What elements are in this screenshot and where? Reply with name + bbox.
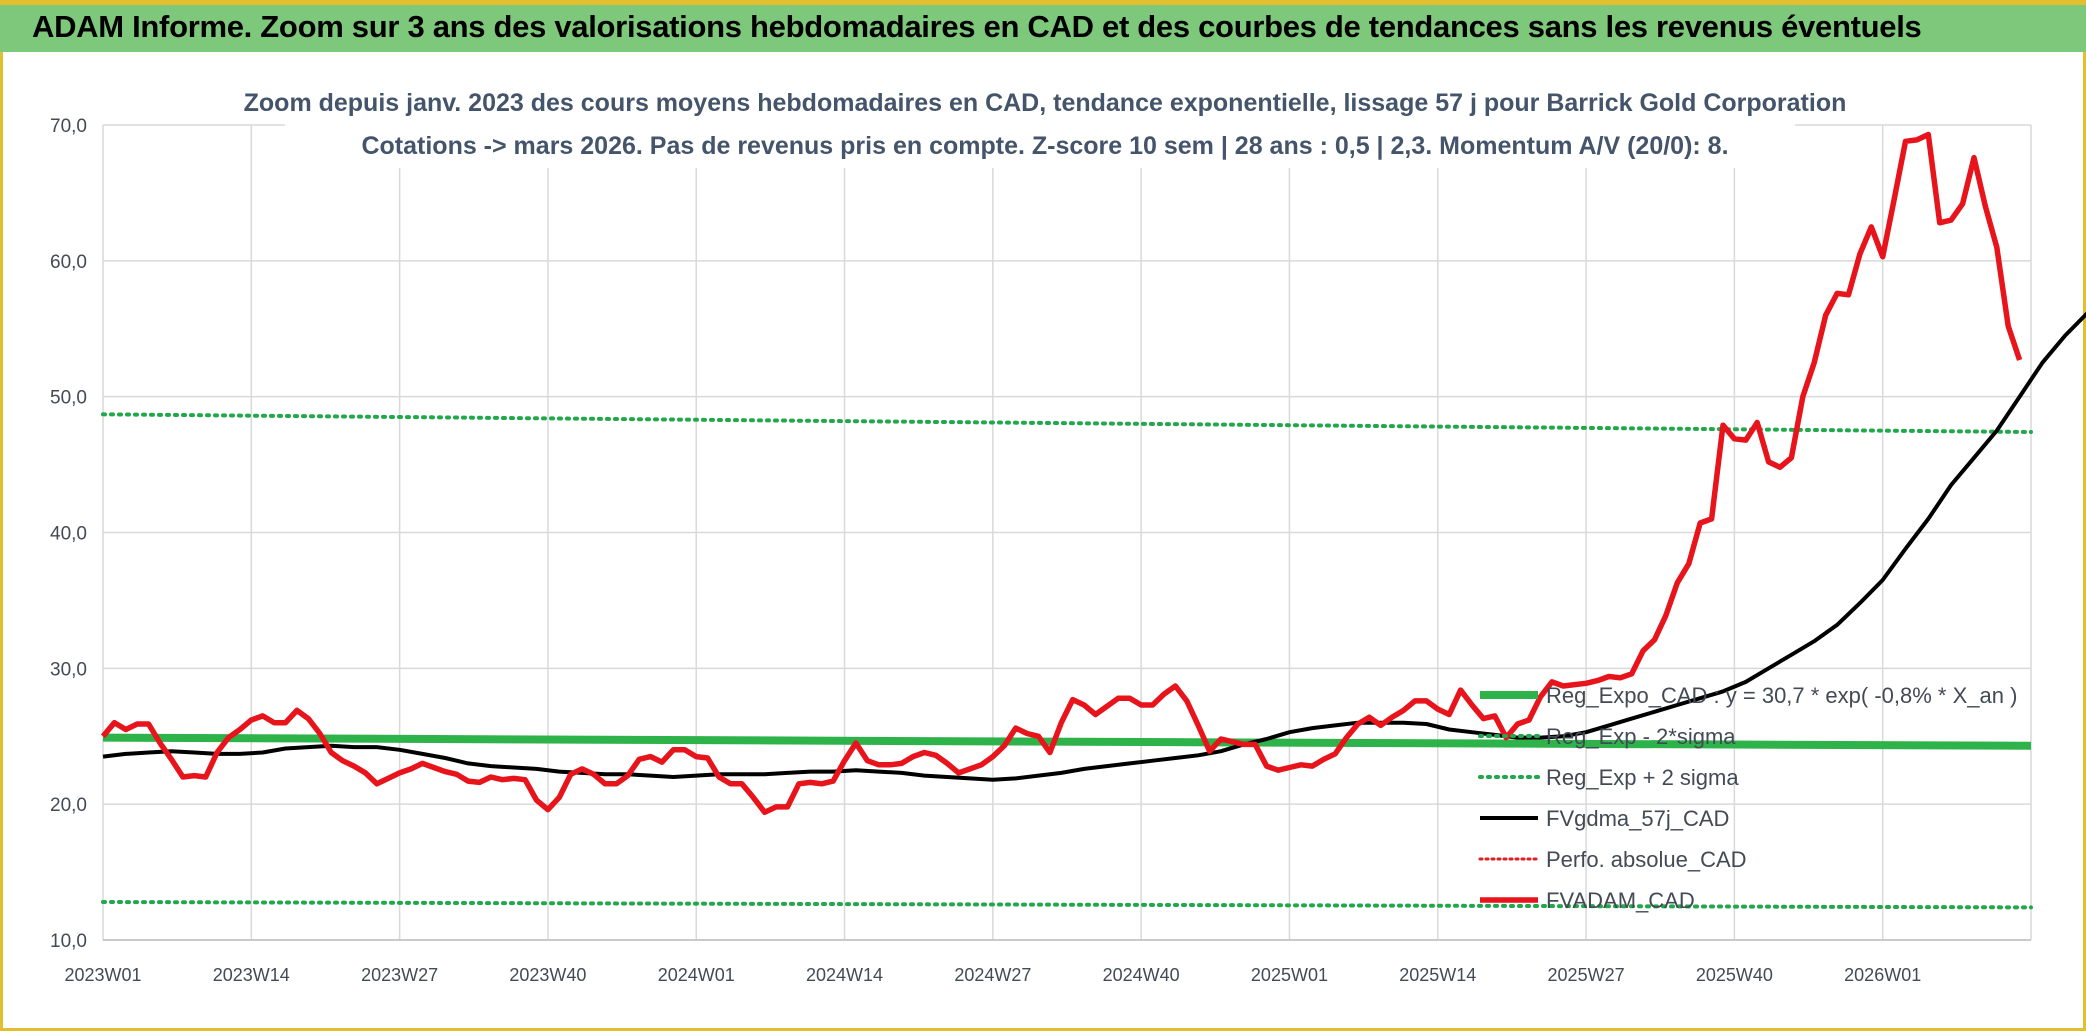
x-tick-label: 2025W01 <box>1251 965 1328 985</box>
x-tick-label: 2023W01 <box>64 965 141 985</box>
fvadam-line <box>100 131 2023 816</box>
legend-label: Reg_Exp - 2*sigma <box>1546 724 1736 749</box>
y-tick-label: 50,0 <box>50 388 87 409</box>
legend-label: FVADAM_CAD <box>1546 888 1695 913</box>
x-tick-label: 2026W01 <box>1844 965 1921 985</box>
chart-title: Zoom depuis janv. 2023 des cours moyens … <box>244 89 1847 117</box>
chart-frame <box>0 52 2086 1031</box>
y-axis: 10,0 20,0 30,0 40,0 50,0 60,0 70,0 <box>50 116 87 952</box>
y-tick-label: 70,0 <box>50 116 87 137</box>
y-tick-label: 10,0 <box>50 931 87 952</box>
x-tick-label: 2025W27 <box>1548 965 1625 985</box>
chart-subtitle: Cotations -> mars 2026. Pas de revenus p… <box>361 132 1728 160</box>
x-axis: 2023W01 2023W14 2023W27 2023W40 2024W01 2024W… <box>64 965 1921 985</box>
legend: Reg_Expo_CAD : y = 30,7 * exp( -0,8% * X… <box>1478 683 2017 913</box>
reg-exp-minus-2sigma-line <box>101 900 2033 910</box>
x-tick-label: 2023W40 <box>509 965 586 985</box>
banner-title: ADAM Informe. Zoom sur 3 ans des valoris… <box>32 9 1922 44</box>
x-tick-label: 2024W40 <box>1103 965 1180 985</box>
x-tick-label: 2025W14 <box>1399 965 1476 985</box>
y-tick-label: 40,0 <box>50 524 87 545</box>
y-tick-label: 30,0 <box>50 659 87 680</box>
x-tick-label: 2024W14 <box>806 965 883 985</box>
chart-titles: Zoom depuis janv. 2023 des cours moyens … <box>244 80 1847 168</box>
title-backdrop <box>285 80 1795 168</box>
legend-label: Reg_Exp + 2 sigma <box>1546 765 1739 790</box>
reg-expo-line <box>102 733 2032 750</box>
gridlines <box>102 124 2032 941</box>
legend-label: FVgdma_57j_CAD <box>1546 806 1729 831</box>
fvgdma-line <box>102 311 2086 782</box>
x-tick-label: 2023W27 <box>361 965 438 985</box>
x-tick-label: 2024W01 <box>658 965 735 985</box>
x-tick-label: 2023W14 <box>213 965 290 985</box>
banner: ADAM Informe. Zoom sur 3 ans des valoris… <box>0 0 2086 52</box>
series <box>100 131 2086 910</box>
x-tick-label: 2025W40 <box>1696 965 1773 985</box>
legend-label: Perfo. absolue_CAD <box>1546 847 1747 872</box>
y-tick-label: 60,0 <box>50 252 87 273</box>
x-tick-label: 2024W27 <box>954 965 1031 985</box>
y-tick-label: 20,0 <box>50 795 87 816</box>
reg-exp-plus-2sigma-line <box>101 412 2033 434</box>
legend-label: Reg_Expo_CAD : y = 30,7 * exp( -0,8% * X… <box>1546 683 2017 708</box>
